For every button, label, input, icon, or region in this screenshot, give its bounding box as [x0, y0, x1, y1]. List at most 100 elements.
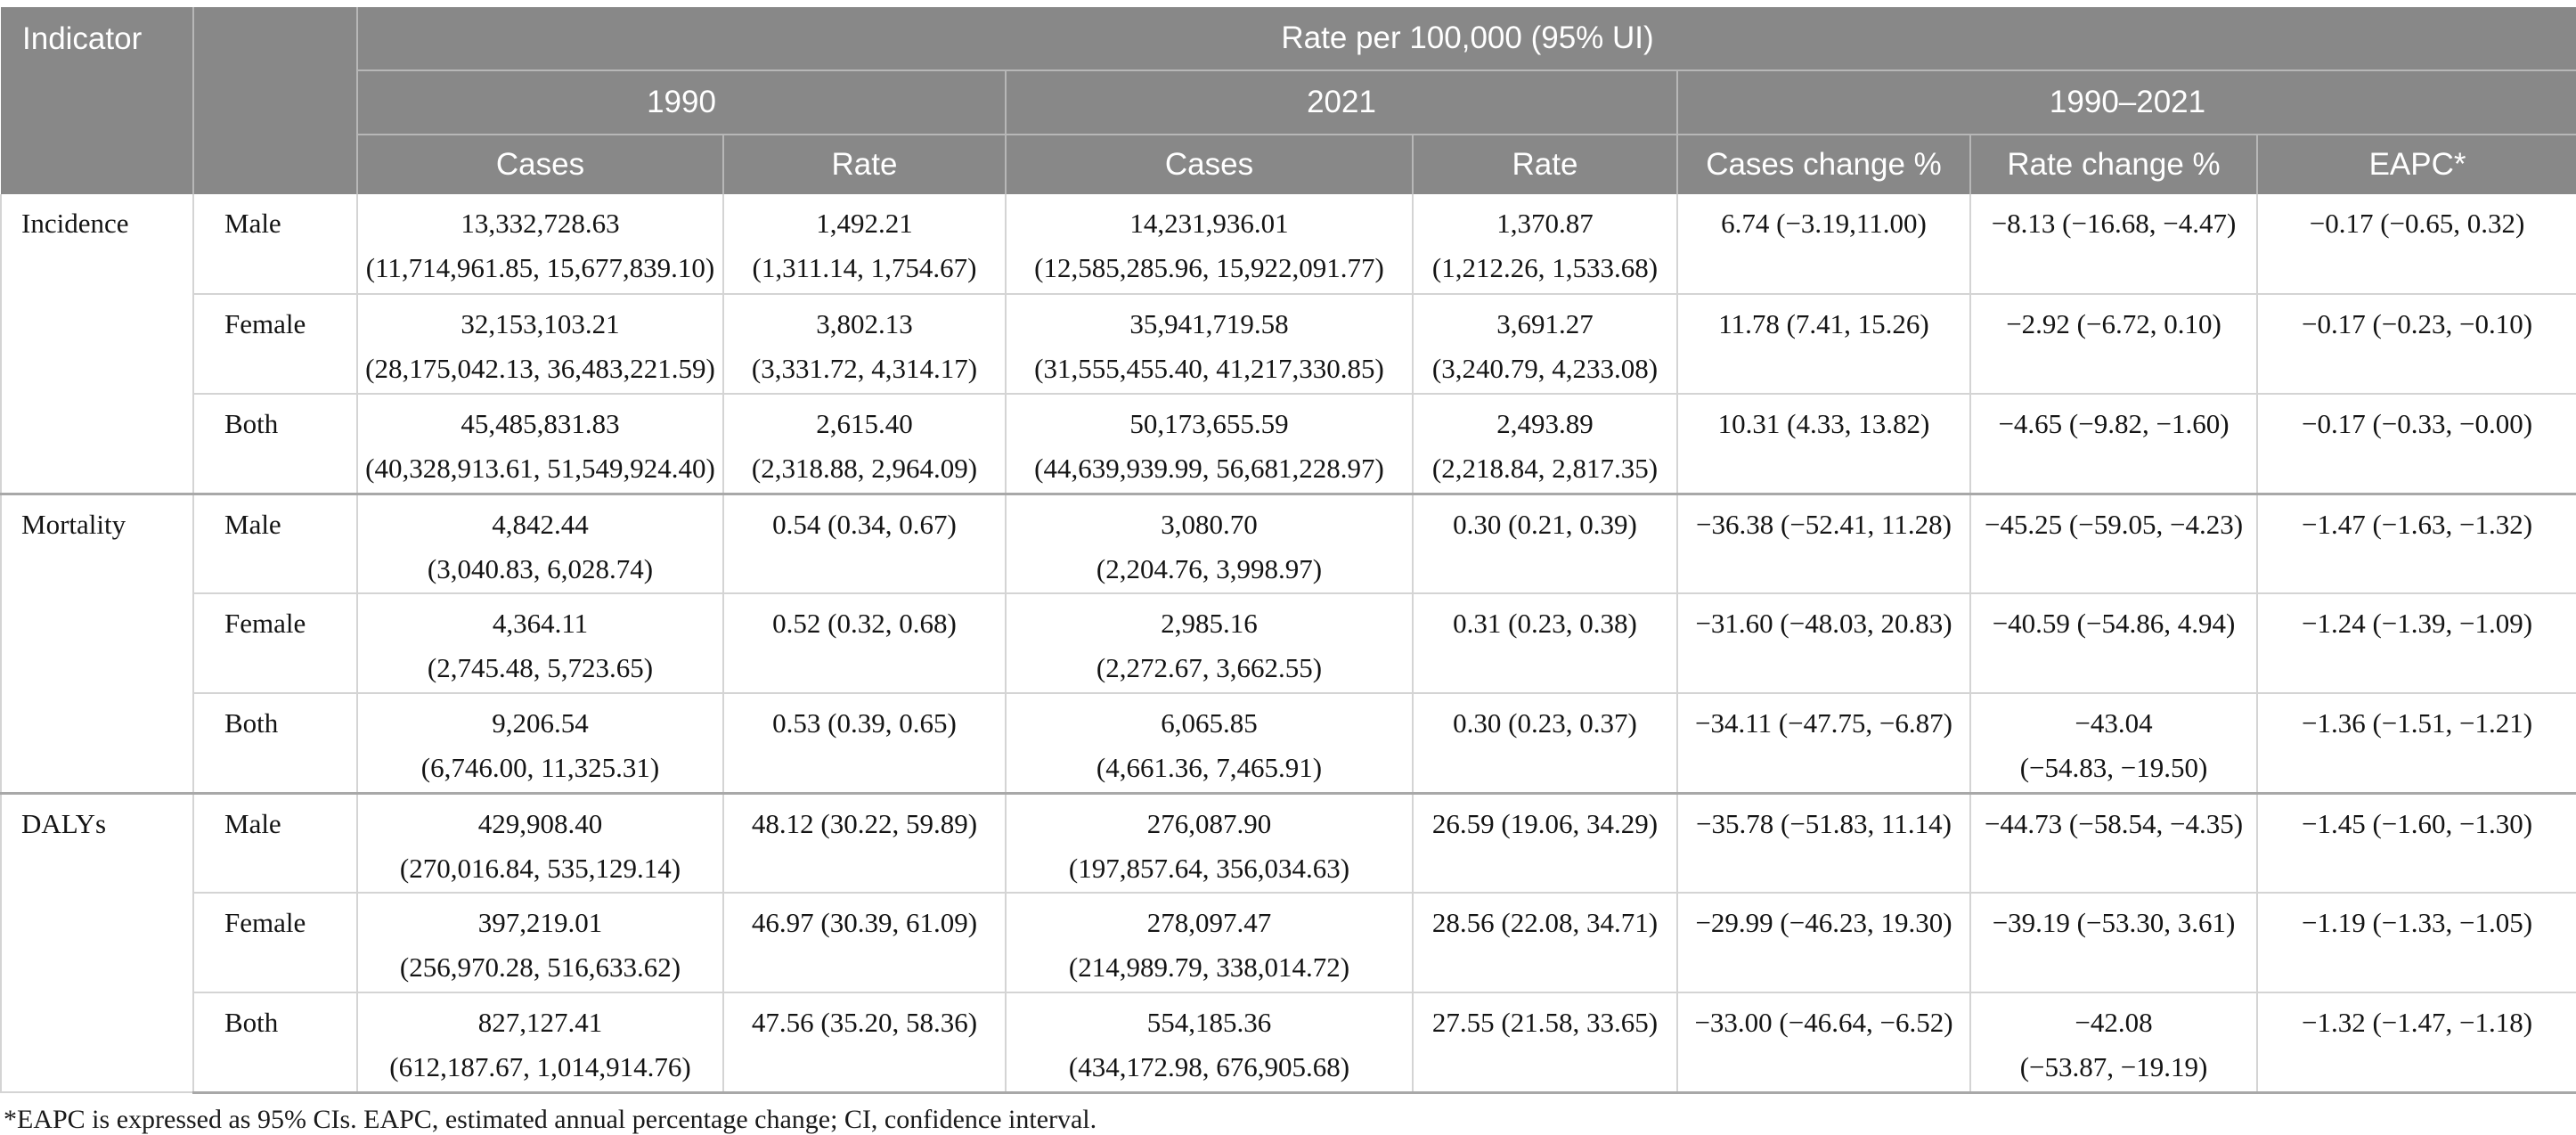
data-cell: 10.31 (4.33, 13.82)	[1676, 393, 1971, 494]
value-line: 3,080.70	[1161, 508, 1258, 540]
ci-line: (1,212.26, 1,533.68)	[1431, 252, 1659, 283]
value-line: 2,985.16	[1161, 608, 1258, 639]
value-line: 0.30 (0.23, 0.37)	[1453, 707, 1637, 739]
data-cell: 554,185.36 (434,172.98, 676,905.68)	[1005, 992, 1414, 1094]
table-row: Mortality Male 4,842.44 (3,040.83, 6,028.…	[0, 492, 2576, 794]
data-cell: 276,087.90 (197,857.64, 356,034.63)	[1005, 791, 1414, 894]
sex-cell: Female	[192, 892, 358, 993]
data-cell: 50,173,655.59 (44,639,939.99, 56,681,228.…	[1005, 393, 1414, 494]
header-cell-rate-change: Rate change %	[1969, 135, 2258, 194]
group-label-dalys: DALYs	[0, 791, 194, 1093]
value-line: 47.56 (35.20, 58.36)	[751, 1007, 978, 1038]
data-cell: 1,492.21 (1,311.14, 1,754.67)	[722, 194, 1007, 295]
header-row-2: 1990 2021 1990–2021	[1, 70, 2576, 135]
ci-line: (3,240.79, 4,233.08)	[1431, 353, 1659, 384]
data-cell: 2,985.16 (2,272.67, 3,662.55)	[1005, 592, 1414, 694]
table-row: Both 9,206.54 (6,746.00, 11,325.31) 0.53 …	[1, 692, 2576, 794]
value-line: −0.17 (−0.65, 0.32)	[2309, 208, 2525, 239]
data-cell: 827,127.41 (612,187.67, 1,014,914.76)	[356, 992, 724, 1094]
value-line: 35,941,719.58	[1129, 308, 1289, 339]
value-line: 397,219.01	[477, 907, 603, 938]
ci-line: (6,746.00, 11,325.31)	[420, 752, 660, 783]
header-cell-rate-2021: Rate	[1412, 135, 1678, 194]
ci-line: (1,311.14, 1,754.67)	[752, 252, 977, 283]
data-cell: −1.19 (−1.33, −1.05)	[2255, 892, 2576, 993]
value-line: −2.92 (−6.72, 0.10)	[2006, 308, 2221, 339]
data-cell: 13,332,728.63 (11,714,961.85, 15,677,839.…	[356, 194, 724, 295]
value-line: −34.11 (−47.75, −6.87)	[1695, 707, 1952, 739]
header-cell-cases-change: Cases change %	[1676, 135, 1971, 194]
ci-line: (2,272.67, 3,662.55)	[1096, 652, 1323, 683]
sex-cell: Both	[192, 992, 358, 1094]
data-cell: 397,219.01 (256,970.28, 516,633.62)	[356, 892, 724, 993]
group-label-mortality: Mortality	[0, 492, 194, 794]
ci-line: (2,745.48, 5,723.65)	[427, 652, 654, 683]
value-line: −45.25 (−59.05, −4.23)	[1984, 508, 2244, 540]
value-line: 0.54 (0.34, 0.67)	[772, 508, 957, 540]
value-line: 3,691.27	[1496, 308, 1594, 339]
value-line: 554,185.36	[1146, 1007, 1272, 1038]
data-cell: −45.25 (−59.05, −4.23)	[1969, 492, 2258, 594]
table-row: Incidence Male 13,332,728.63 (11,714,961.…	[0, 194, 2576, 494]
value-line: 26.59 (19.06, 34.29)	[1431, 807, 1659, 839]
value-line: 827,127.41	[477, 1007, 603, 1038]
table-header: Indicator Rate per 100,000 (95% UI) 1990…	[1, 7, 2576, 194]
ci-line: (612,187.67, 1,014,914.76)	[389, 1051, 691, 1082]
ci-line: (2,218.84, 2,817.35)	[1431, 453, 1659, 484]
data-cell: 9,206.54 (6,746.00, 11,325.31)	[356, 692, 724, 794]
value-line: 3,802.13	[816, 308, 913, 339]
value-line: −31.60 (−48.03, 20.83)	[1695, 608, 1952, 639]
table-body: Incidence Male 13,332,728.63 (11,714,961.…	[0, 194, 2576, 1094]
value-line: −40.59 (−54.86, 4.94)	[1992, 608, 2236, 639]
header-cell-rate-per-100000: Rate per 100,000 (95% UI)	[355, 7, 2576, 71]
value-line: −1.24 (−1.39, −1.09)	[2301, 608, 2533, 639]
data-cell: 1,370.87 (1,212.26, 1,533.68)	[1412, 194, 1678, 295]
ci-line: (11,714,961.85, 15,677,839.10)	[365, 252, 715, 283]
value-line: −4.65 (−9.82, −1.60)	[1998, 408, 2230, 439]
ci-line: (2,204.76, 3,998.97)	[1096, 552, 1323, 584]
table-row: Both 827,127.41 (612,187.67, 1,014,914.76…	[1, 992, 2576, 1094]
data-cell: −1.32 (−1.47, −1.18)	[2255, 992, 2576, 1094]
header-cell-eapc: EAPC*	[2255, 135, 2576, 194]
data-cell: 46.97 (30.39, 61.09)	[722, 892, 1007, 993]
data-cell: −1.36 (−1.51, −1.21)	[2255, 692, 2576, 794]
table-row: Both 45,485,831.83 (40,328,913.61, 51,549…	[1, 393, 2576, 494]
value-line: 10.31 (4.33, 13.82)	[1717, 408, 1930, 439]
value-line: 11.78 (7.41, 15.26)	[1718, 308, 1929, 339]
header-row-1: Indicator Rate per 100,000 (95% UI)	[1, 7, 2576, 194]
ci-line: (31,555,455.40, 41,217,330.85)	[1034, 353, 1384, 384]
data-cell: 2,615.40 (2,318.88, 2,964.09)	[722, 393, 1007, 494]
data-cell: 11.78 (7.41, 15.26)	[1676, 293, 1971, 395]
ci-line: (4,661.36, 7,465.91)	[1096, 752, 1323, 783]
value-line: 9,206.54	[492, 707, 589, 739]
ci-line: (−54.83, −19.50)	[2019, 752, 2208, 783]
data-cell: 3,802.13 (3,331.72, 4,314.17)	[722, 293, 1007, 395]
value-line: 1,492.21	[816, 208, 913, 239]
value-line: 6.74 (−3.19,11.00)	[1721, 208, 1927, 239]
ci-line: (40,328,913.61, 51,549,924.40)	[365, 453, 715, 484]
value-line: −42.08	[2075, 1007, 2153, 1038]
value-line: 0.52 (0.32, 0.68)	[772, 608, 957, 639]
group-label-incidence: Incidence	[0, 194, 194, 494]
data-cell: 0.52 (0.32, 0.68)	[722, 592, 1007, 694]
data-cell: 35,941,719.58 (31,555,455.40, 41,217,330.…	[1005, 293, 1414, 395]
value-line: 1,370.87	[1496, 208, 1594, 239]
value-line: −1.47 (−1.63, −1.32)	[2301, 508, 2533, 540]
value-line: 46.97 (30.39, 61.09)	[751, 907, 978, 938]
table-row: Female 397,219.01 (256,970.28, 516,633.62…	[1, 892, 2576, 993]
value-line: −0.17 (−0.33, −0.00)	[2301, 408, 2533, 439]
value-line: −1.36 (−1.51, −1.21)	[2301, 707, 2533, 739]
header-cell-cases-2021: Cases	[1005, 135, 1414, 194]
data-cell: 429,908.40 (270,016.84, 535,129.14)	[356, 791, 724, 894]
value-line: 32,153,103.21	[461, 308, 620, 339]
data-cell: −33.00 (−46.64, −6.52)	[1676, 992, 1971, 1094]
header-cell-blank	[192, 7, 358, 194]
data-cell: 2,493.89 (2,218.84, 2,817.35)	[1412, 393, 1678, 494]
data-cell: 3,691.27 (3,240.79, 4,233.08)	[1412, 293, 1678, 395]
data-cell: −1.47 (−1.63, −1.32)	[2255, 492, 2576, 594]
sex-cell: Female	[192, 293, 358, 395]
value-line: −1.32 (−1.47, −1.18)	[2301, 1007, 2533, 1038]
ci-line: (12,585,285.96, 15,922,091.77)	[1034, 252, 1384, 283]
value-line: 0.30 (0.21, 0.39)	[1453, 508, 1637, 540]
